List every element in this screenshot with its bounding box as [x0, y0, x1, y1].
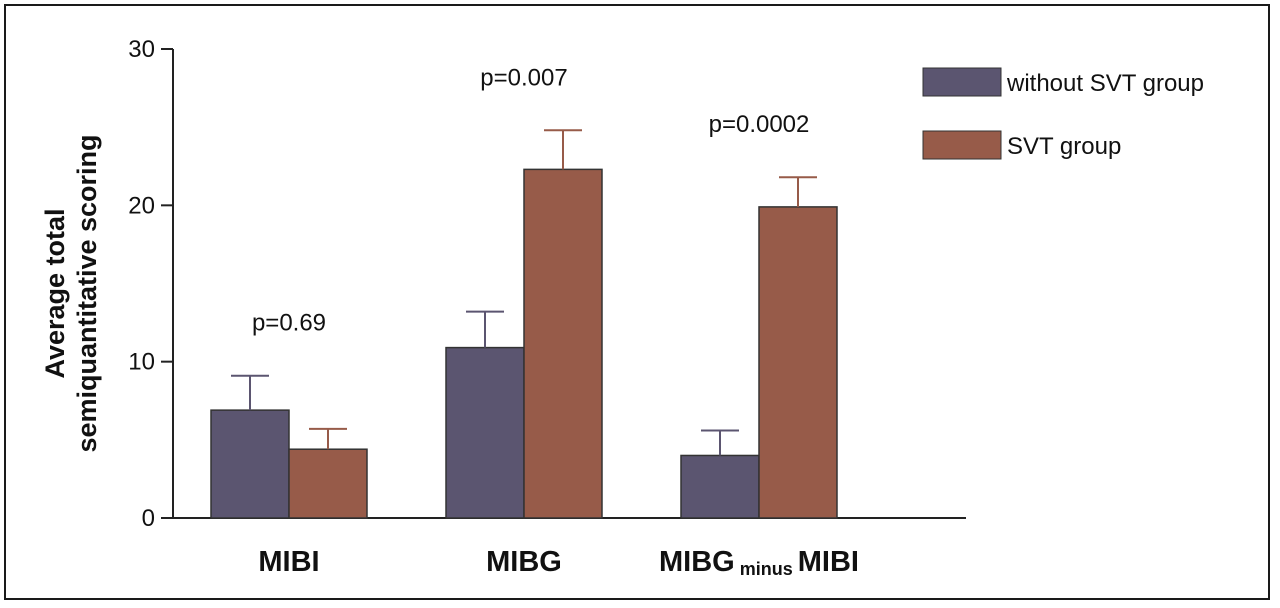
p-value-annotation: p=0.0002 [709, 111, 810, 138]
legend-swatch [922, 130, 1002, 160]
bar [445, 346, 525, 519]
bar [523, 168, 603, 519]
bar [680, 454, 760, 519]
y-tick-label: 20 [128, 192, 155, 219]
bar [758, 206, 838, 519]
y-axis-label: Average total [40, 208, 70, 378]
legend-label: SVT group [1007, 133, 1121, 160]
y-axis-label: semiquantitative scoring [72, 134, 102, 452]
chart-frame: 0 10 20 30 Average total semiquantitative sco… [4, 4, 1270, 600]
y-tick-label: 10 [128, 349, 155, 376]
x-category-label: MIBG minus MIBI [659, 546, 859, 579]
y-tick-label: 30 [128, 36, 155, 63]
y-tick-label: 0 [142, 505, 155, 532]
bar [288, 448, 368, 519]
p-value-annotation: p=0.007 [480, 64, 567, 91]
bar-chart: 0 10 20 30 Average total semiquantitative sco… [40, 36, 1204, 579]
bar [210, 409, 290, 519]
legend-swatch [922, 67, 1002, 97]
x-category-label: MIBI [258, 546, 319, 578]
x-category-label: MIBG [486, 546, 562, 578]
legend-label: without SVT group [1006, 70, 1204, 97]
p-value-annotation: p=0.69 [252, 310, 326, 337]
